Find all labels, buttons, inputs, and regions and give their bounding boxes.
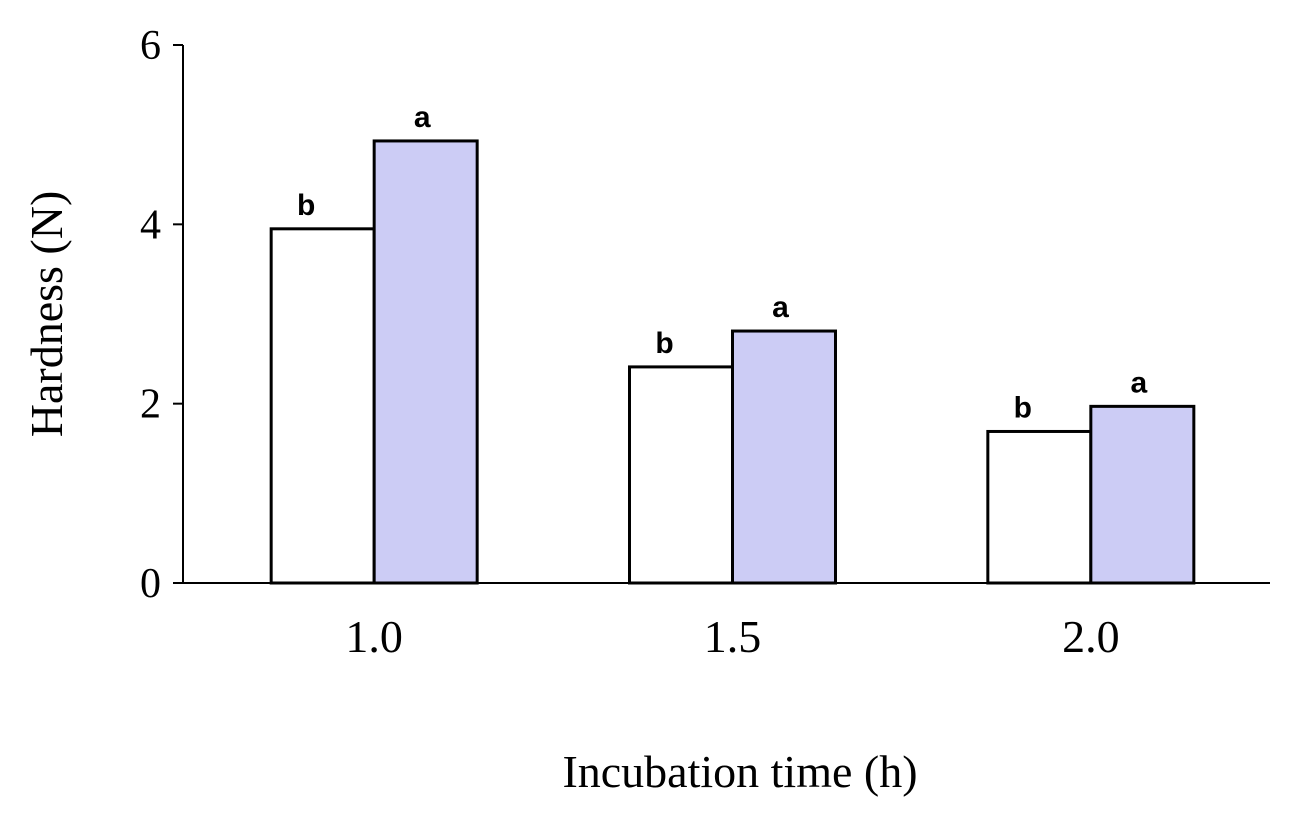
y-tick-label: 4 (140, 202, 161, 248)
x-axis-title: Incubation time (h) (562, 746, 917, 797)
bar (269, 227, 376, 585)
bar-letter: a (414, 101, 431, 134)
y-tick-label: 0 (140, 561, 161, 607)
bar-letter: b (297, 189, 315, 222)
bar (628, 365, 734, 585)
y-tick-label: 6 (140, 23, 161, 69)
bar-letter: a (1130, 366, 1147, 399)
bar-letter: b (655, 327, 673, 360)
bar-letter: b (1014, 391, 1032, 424)
x-tick-label: 1.0 (345, 611, 403, 662)
bar-letter: a (772, 291, 789, 324)
bar (986, 429, 1093, 585)
bar (372, 139, 479, 585)
x-tick-label: 1.5 (704, 611, 762, 662)
bar (731, 329, 837, 585)
bar (1089, 404, 1196, 585)
y-tick-label: 2 (140, 382, 161, 428)
y-axis-title: Hardness (N) (21, 191, 72, 438)
x-tick-label: 2.0 (1062, 611, 1120, 662)
